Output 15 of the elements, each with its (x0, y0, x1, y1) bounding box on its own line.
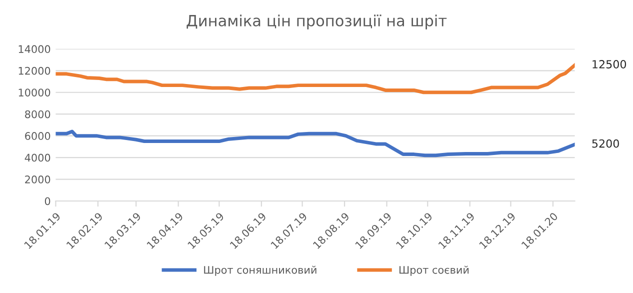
y-tick-label: 2000 (25, 176, 50, 184)
y-tick-label: 14000 (18, 45, 50, 54)
chart-title: Динаміка цін пропозиції на шріт (186, 14, 447, 30)
legend-label: Шрот соєвий (400, 266, 469, 276)
y-tick-label: 8000 (25, 110, 50, 118)
annotation: 5200 (592, 139, 619, 148)
y-tick-label: 6000 (25, 132, 50, 140)
annotation: 12500 (592, 60, 626, 68)
y-tick-label: 0 (44, 197, 50, 206)
legend-label: Шрот соняшниковий (204, 266, 316, 276)
y-tick-label: 4000 (24, 154, 50, 162)
line-series (56, 130, 575, 158)
line-series (56, 63, 575, 94)
y-tick-label: 10000 (18, 88, 50, 96)
y-tick-label: 12000 (18, 66, 50, 75)
